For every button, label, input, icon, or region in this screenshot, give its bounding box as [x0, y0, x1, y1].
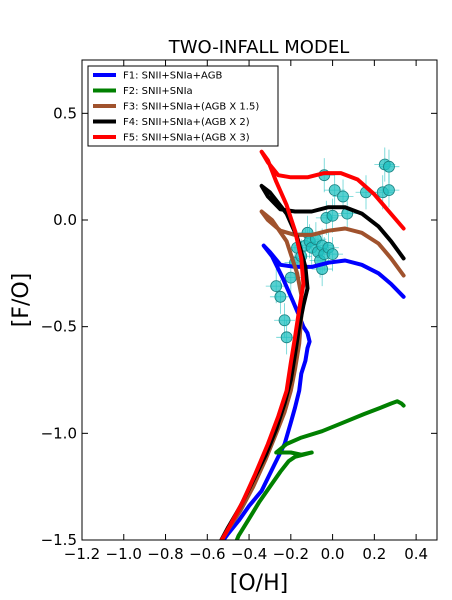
data-point	[378, 173, 400, 208]
data-point	[324, 173, 346, 208]
data-marker	[278, 314, 291, 327]
data-marker	[337, 190, 349, 203]
y-tick-label: −0.5	[41, 318, 77, 336]
data-point	[322, 237, 344, 272]
x-tick-label: 0.0	[321, 545, 345, 563]
chart-title: TWO-INFALL MODEL	[168, 37, 349, 58]
legend-box	[87, 65, 279, 147]
x-tick-label: −1.0	[106, 545, 142, 563]
y-tick-label: 0.5	[53, 104, 77, 122]
x-tick-label: −0.8	[147, 545, 183, 563]
axis-ticks: −1.2 −1.0 −0.8 −0.6 −0.4 −0.2 0.0 0.2 0.4 −1.5 −1.…	[41, 60, 437, 563]
data-marker	[270, 280, 283, 293]
x-axis-label: [O/H]	[230, 571, 288, 596]
y-tick-label: 0.0	[53, 211, 77, 229]
data-marker	[280, 331, 293, 344]
y-axis-label: [F/O]	[9, 273, 34, 328]
data-marker	[326, 209, 339, 222]
x-tick-label: −0.4	[231, 545, 267, 563]
x-tick-label: −0.6	[189, 545, 225, 563]
series-line-f5	[219, 149, 406, 540]
data-point	[276, 320, 298, 355]
legend-label-f4: F4: SNII+SNIa+(AGB X 2)	[123, 117, 250, 128]
model-lines	[219, 149, 406, 540]
legend-label-f1: F1: SNII+SNIa+AGB	[123, 71, 222, 82]
y-tick-label: −1.0	[41, 424, 77, 442]
data-marker	[383, 160, 395, 173]
legend-label-f5: F5: SNII+SNIa+(AGB X 3)	[123, 133, 250, 144]
legend-label-f3: F3: SNII+SNIa+(AGB X 1.5)	[123, 102, 259, 113]
legend: F1: SNII+SNIa+AGB F2: SNII+SNIa F3: SNII+S…	[87, 65, 279, 147]
legend-label-f2: F2: SNII+SNIa	[123, 86, 193, 97]
data-point	[322, 198, 344, 233]
plot-frame	[81, 59, 438, 541]
data-marker	[326, 248, 339, 261]
data-point	[274, 303, 295, 338]
y-tick-label: −1.5	[41, 531, 77, 549]
data-point	[336, 196, 358, 231]
data-point	[269, 279, 291, 314]
data-marker	[274, 290, 287, 303]
x-tick-label: 0.2	[362, 545, 386, 563]
data-marker	[328, 184, 341, 197]
x-tick-label: −1.2	[64, 545, 100, 563]
observations	[265, 147, 400, 355]
data-marker	[383, 184, 395, 197]
x-tick-label: 0.4	[404, 545, 428, 563]
x-tick-label: −0.2	[273, 545, 309, 563]
series-line-f1	[220, 243, 406, 540]
series-line-f2	[234, 399, 406, 540]
